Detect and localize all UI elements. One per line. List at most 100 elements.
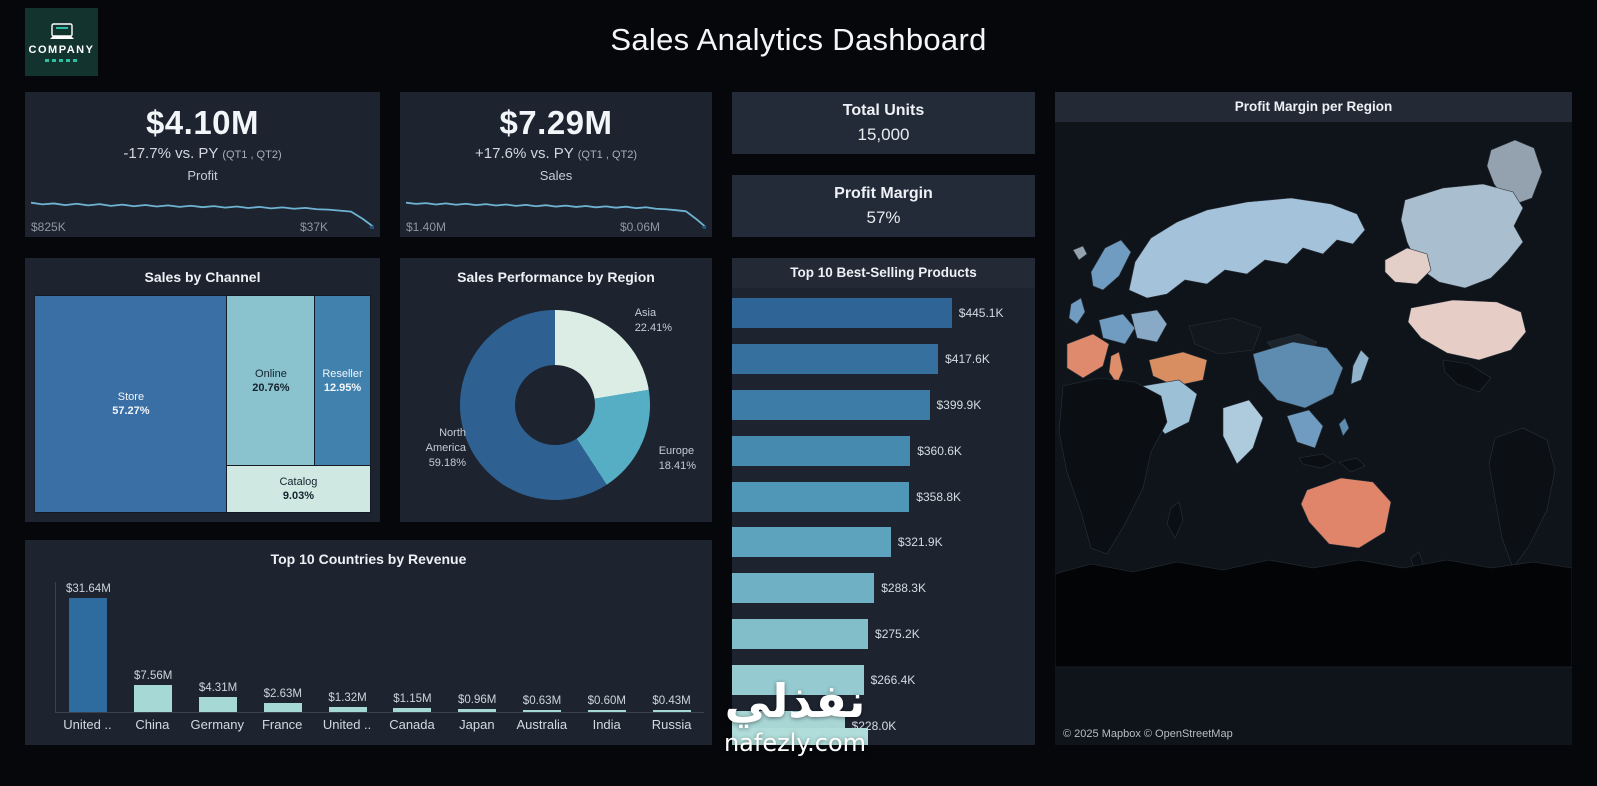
- product-bar[interactable]: [732, 573, 875, 604]
- kpi-profit-card: $4.10M -17.7% vs. PY (QT1 , QT2) Profit …: [25, 92, 380, 237]
- map-region-antarctica[interactable]: [1055, 559, 1572, 668]
- region-donut-chart[interactable]: [460, 310, 650, 500]
- countries-axis-labels: United .. China Germany France United .. Cana…: [55, 717, 704, 741]
- product-bar[interactable]: [732, 665, 864, 695]
- countries-title: Top 10 Countries by Revenue: [270, 551, 467, 567]
- map-attribution: © 2025 Mapbox © OpenStreetMap: [1063, 728, 1233, 740]
- north-america-pct: 59.18%: [428, 456, 466, 469]
- country-bar[interactable]: [198, 696, 237, 712]
- map-region-uk[interactable]: [1068, 297, 1086, 325]
- product-bar[interactable]: [732, 619, 869, 650]
- treemap-block-label: Catalog: [279, 476, 318, 489]
- profit-sparkline-svg: [31, 199, 374, 230]
- country-bar[interactable]: [393, 707, 432, 712]
- map-region-kazakhstan[interactable]: [1188, 317, 1262, 355]
- map-region-indonesia[interactable]: [1298, 453, 1336, 469]
- donut-title: Sales Performance by Region: [457, 269, 655, 285]
- asia-label: Asia: [634, 307, 657, 319]
- logo-text: COMPANY: [28, 43, 95, 56]
- country-column: $2.63M: [250, 688, 315, 712]
- product-bar-clipped[interactable]: [732, 728, 869, 745]
- total-units-value: 15,000: [857, 124, 910, 144]
- treemap-block-store[interactable]: Store 57.27%: [35, 296, 227, 512]
- profit-value: $4.10M: [145, 104, 260, 141]
- profit-spark-end-label: $37K: [299, 220, 328, 234]
- country-bar[interactable]: [328, 707, 367, 712]
- sales-sparkline[interactable]: $1.40M $0.06M: [400, 197, 712, 237]
- profit-label: Profit: [187, 168, 218, 183]
- treemap-block-catalog[interactable]: Catalog 9.03%: [226, 466, 370, 512]
- country-bar[interactable]: [458, 708, 497, 712]
- country-bar-value: $1.32M: [328, 692, 367, 705]
- map-region-africa[interactable]: [1058, 377, 1168, 555]
- map-region-italy[interactable]: [1108, 351, 1124, 385]
- kpi-profit-margin-card: Profit Margin 57%: [732, 175, 1035, 237]
- map-region-se-asia[interactable]: [1286, 409, 1324, 449]
- country-bar-value: $4.31M: [198, 681, 238, 694]
- map-region-alaska[interactable]: [1384, 247, 1432, 285]
- country-bar[interactable]: [587, 709, 626, 712]
- map-region-eastern-europe[interactable]: [1130, 309, 1168, 343]
- products-bar-chart: $445.1K $417.6K $399.9K $360.6K $358.8K $321.…: [732, 298, 1029, 741]
- product-bar-row: $417.6K: [732, 343, 1029, 374]
- product-bar[interactable]: [732, 527, 891, 558]
- country-bar[interactable]: [69, 598, 108, 712]
- treemap-block-pct: 57.27%: [112, 405, 150, 417]
- map-region-usa[interactable]: [1407, 299, 1527, 361]
- map-region-iceland[interactable]: [1072, 245, 1088, 261]
- map-region-mexico[interactable]: [1442, 359, 1492, 393]
- map-region-china[interactable]: [1252, 341, 1344, 409]
- map-region-turkey-iran[interactable]: [1148, 351, 1208, 387]
- country-label: France: [261, 717, 303, 732]
- map-region-indonesia[interactable]: [1338, 457, 1366, 473]
- top-countries-panel: Top 10 Countries by Revenue $31.64M $7.56…: [25, 540, 712, 745]
- donut-label-north-america: North America 59.18%: [404, 426, 466, 471]
- map-region-iberia-france[interactable]: [1066, 333, 1110, 379]
- country-column: $1.15M: [380, 693, 445, 712]
- country-column: $0.43M: [639, 695, 704, 712]
- country-label: Germany: [190, 717, 244, 732]
- product-bar-row: $266.4K: [732, 665, 1029, 695]
- product-bar-value: $266.4K: [870, 673, 916, 687]
- country-bar[interactable]: [652, 710, 691, 712]
- sales-label: Sales: [539, 168, 573, 183]
- product-bar-value: $417.6K: [945, 351, 990, 366]
- europe-label: Europe: [658, 445, 695, 457]
- country-label: China: [135, 717, 170, 732]
- treemap-block-reseller[interactable]: Reseller 12.95%: [315, 296, 370, 467]
- sales-spark-start-label: $1.40M: [406, 220, 447, 234]
- product-bar[interactable]: [732, 481, 910, 512]
- map-title: Profit Margin per Region: [1055, 92, 1572, 122]
- product-bar[interactable]: [732, 389, 930, 420]
- product-bar[interactable]: [732, 435, 911, 466]
- map-region-russia[interactable]: [1128, 197, 1366, 299]
- map-region-japan[interactable]: [1350, 349, 1370, 385]
- map-region-india[interactable]: [1222, 399, 1264, 465]
- asia-pct: 22.41%: [634, 321, 672, 334]
- map-region-philippines[interactable]: [1338, 417, 1350, 437]
- sales-delta: +17.6% vs. PY (QT1 , QT2): [475, 145, 637, 162]
- country-label: United ..: [63, 717, 112, 732]
- map-region-madagascar[interactable]: [1166, 501, 1184, 539]
- product-bar-value: $399.9K: [936, 397, 982, 412]
- donut-label-europe: Europe 18.41%: [659, 444, 696, 474]
- treemap-block-pct: 9.03%: [282, 490, 315, 503]
- map-region-central-europe[interactable]: [1098, 313, 1136, 345]
- profit-delta: -17.7% vs. PY (QT1 , QT2): [123, 145, 281, 162]
- treemap-block-online[interactable]: Online 20.76%: [226, 296, 315, 467]
- total-units-label: Total Units: [842, 101, 925, 119]
- product-bar[interactable]: [732, 343, 939, 374]
- country-bar[interactable]: [134, 684, 173, 712]
- product-bar-row: $358.8K: [732, 481, 1029, 512]
- country-bar[interactable]: [263, 702, 302, 712]
- north-america-label: North America: [425, 427, 466, 454]
- map-region-scandinavia[interactable]: [1090, 239, 1132, 291]
- profit-margin-map-panel: Profit Margin per Region: [1055, 92, 1572, 745]
- country-bar[interactable]: [522, 709, 561, 712]
- profit-sparkline[interactable]: $825K $37K: [25, 197, 380, 237]
- map-region-australia[interactable]: [1300, 477, 1392, 549]
- page-title: Sales Analytics Dashboard: [610, 22, 987, 57]
- sales-by-region-panel: Sales Performance by Region Asia 22.41% …: [400, 258, 712, 522]
- product-bar[interactable]: [732, 298, 952, 328]
- map-region-south-america[interactable]: [1488, 427, 1556, 569]
